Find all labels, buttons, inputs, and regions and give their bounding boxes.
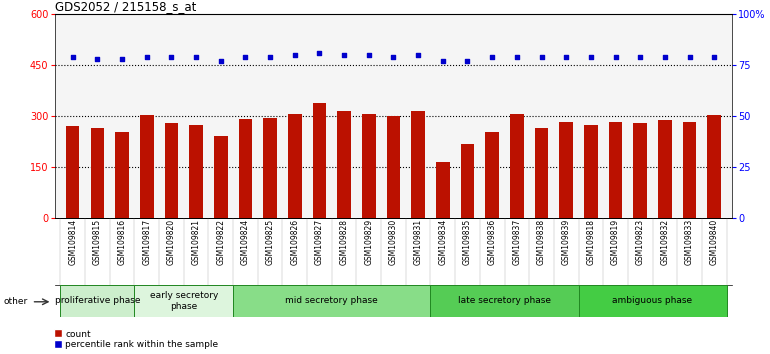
- Point: [658, 54, 671, 60]
- Point: [313, 50, 326, 56]
- Point: [264, 54, 276, 60]
- Text: GSM109823: GSM109823: [636, 219, 644, 265]
- Bar: [436, 162, 450, 218]
- Text: GSM109836: GSM109836: [487, 219, 497, 265]
- Point: [387, 54, 400, 60]
- Text: GSM109839: GSM109839: [561, 219, 571, 265]
- Text: GSM109835: GSM109835: [463, 219, 472, 265]
- Bar: [288, 114, 302, 218]
- Bar: [116, 132, 129, 218]
- Point: [461, 58, 474, 64]
- Text: GSM109837: GSM109837: [512, 219, 521, 265]
- Point: [215, 58, 227, 64]
- Bar: [165, 124, 178, 218]
- Text: GSM109821: GSM109821: [192, 219, 200, 265]
- Bar: [60, 285, 135, 317]
- Point: [116, 56, 129, 62]
- Text: GSM109838: GSM109838: [537, 219, 546, 265]
- Legend: count, percentile rank within the sample: count, percentile rank within the sample: [55, 330, 219, 349]
- Text: GSM109819: GSM109819: [611, 219, 620, 265]
- Point: [634, 54, 646, 60]
- Bar: [233, 285, 430, 317]
- Bar: [387, 116, 400, 218]
- Bar: [135, 285, 233, 317]
- Text: GSM109818: GSM109818: [587, 219, 595, 265]
- Point: [708, 54, 721, 60]
- Point: [338, 52, 350, 58]
- Text: GSM109828: GSM109828: [340, 219, 349, 265]
- Text: GSM109840: GSM109840: [710, 219, 718, 265]
- Bar: [140, 115, 153, 218]
- Text: GSM109822: GSM109822: [216, 219, 226, 265]
- Text: early secretory
phase: early secretory phase: [149, 291, 218, 310]
- Point: [289, 52, 301, 58]
- Bar: [362, 114, 376, 218]
- Text: GSM109814: GSM109814: [69, 219, 77, 265]
- Point: [609, 54, 621, 60]
- Point: [437, 58, 449, 64]
- Text: proliferative phase: proliferative phase: [55, 296, 140, 306]
- Text: GSM109826: GSM109826: [290, 219, 300, 265]
- Bar: [658, 120, 671, 218]
- Bar: [214, 136, 228, 218]
- Text: GSM109815: GSM109815: [93, 219, 102, 265]
- Text: other: other: [4, 297, 28, 306]
- Text: GSM109831: GSM109831: [413, 219, 423, 265]
- Text: mid secretory phase: mid secretory phase: [286, 296, 378, 306]
- Text: GSM109834: GSM109834: [438, 219, 447, 265]
- Bar: [189, 125, 203, 218]
- Text: ambiguous phase: ambiguous phase: [612, 296, 692, 306]
- Bar: [91, 129, 104, 218]
- Text: GSM109816: GSM109816: [118, 219, 126, 265]
- Text: GSM109833: GSM109833: [685, 219, 694, 265]
- Bar: [337, 110, 351, 218]
- Bar: [430, 285, 578, 317]
- Text: GSM109832: GSM109832: [661, 219, 669, 265]
- Bar: [239, 119, 253, 218]
- Bar: [313, 103, 326, 218]
- Point: [166, 54, 178, 60]
- Bar: [609, 122, 622, 218]
- Text: GSM109817: GSM109817: [142, 219, 151, 265]
- Bar: [584, 125, 598, 218]
- Bar: [66, 126, 79, 218]
- Point: [535, 54, 547, 60]
- Bar: [578, 285, 727, 317]
- Bar: [559, 122, 573, 218]
- Point: [91, 56, 103, 62]
- Point: [239, 54, 252, 60]
- Text: GSM109824: GSM109824: [241, 219, 250, 265]
- Point: [363, 52, 375, 58]
- Bar: [534, 129, 548, 218]
- Bar: [708, 115, 721, 218]
- Bar: [460, 144, 474, 218]
- Point: [486, 54, 498, 60]
- Text: GSM109830: GSM109830: [389, 219, 398, 265]
- Text: GDS2052 / 215158_s_at: GDS2052 / 215158_s_at: [55, 0, 197, 13]
- Point: [190, 54, 203, 60]
- Text: GSM109827: GSM109827: [315, 219, 324, 265]
- Bar: [510, 114, 524, 218]
- Bar: [683, 122, 696, 218]
- Text: late secretory phase: late secretory phase: [458, 296, 551, 306]
- Point: [584, 54, 597, 60]
- Point: [511, 54, 523, 60]
- Bar: [634, 124, 647, 218]
- Bar: [485, 132, 499, 218]
- Text: GSM109829: GSM109829: [364, 219, 373, 265]
- Text: GSM109820: GSM109820: [167, 219, 176, 265]
- Point: [66, 54, 79, 60]
- Text: GSM109825: GSM109825: [266, 219, 275, 265]
- Point: [684, 54, 696, 60]
- Point: [141, 54, 153, 60]
- Point: [560, 54, 572, 60]
- Bar: [411, 110, 425, 218]
- Point: [412, 52, 424, 58]
- Bar: [263, 118, 277, 218]
